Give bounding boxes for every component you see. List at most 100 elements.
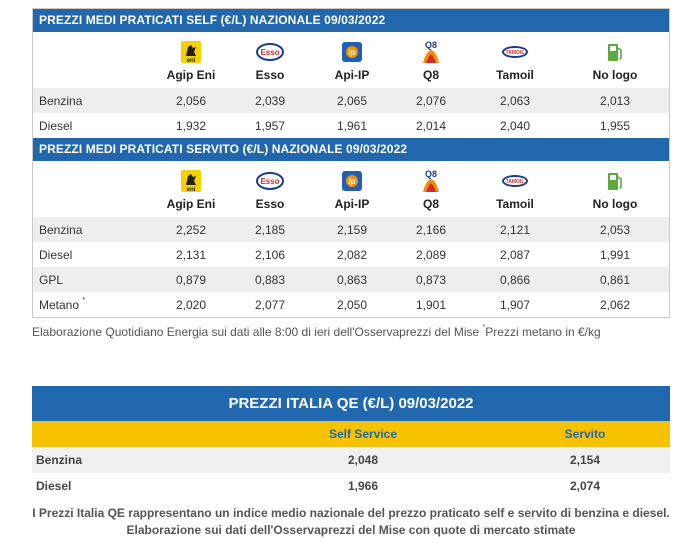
price-cell: 2,056 [175,93,207,108]
price-cell: 2,039 [254,93,286,108]
brand-label: Agip Eni [166,68,216,82]
price-cell: 2,087 [499,247,531,262]
price-cell: 2,063 [499,93,531,108]
svg-text:eni: eni [187,187,196,193]
table-row: Benzina 2,048 2,154 [32,447,670,473]
brand-label: Tamoil [496,197,534,211]
fuel-label-text: Metano [39,297,80,312]
table-row: Diesel 2,131 2,106 2,082 2,089 2,087 1,9… [33,242,669,267]
eni-logo-icon: eni [180,40,202,64]
price-cell: 1,901 [415,297,447,312]
price-cell: 1,961 [336,118,368,133]
price-cell: 0,863 [336,272,368,287]
fuel-label: Diesel [39,247,73,262]
price-cell: 0,879 [175,272,207,287]
footnote-text: Elaborazione Quotidiano Energia sui dati… [32,325,483,339]
ip-logo-icon: ip [341,40,363,64]
fuel-pump-icon [605,40,625,64]
footnote-tail: Prezzi metano in €/kg [485,325,601,339]
price-cell: 2,154 [569,453,601,467]
price-cell: 2,082 [336,247,368,262]
svg-text:ip: ip [348,48,355,57]
table-row: Diesel 1,966 2,074 [32,473,670,499]
servito-table-title: PREZZI MEDI PRATICATI SERVITO (€/L) NAZI… [33,138,669,161]
price-cell: 2,074 [569,479,601,493]
svg-text:Q8: Q8 [425,169,437,179]
servito-prices-table: PREZZI MEDI PRATICATI SERVITO (€/L) NAZI… [32,138,670,318]
q8-logo-icon: Q8 [420,40,442,64]
table-row: GPL 0,879 0,883 0,863 0,873 0,866 0,861 [33,267,669,292]
fuel-label: Metano * [33,296,153,312]
fuel-label: Benzina [36,453,83,467]
price-cell: 2,014 [415,118,447,133]
price-cell: 1,907 [499,297,531,312]
brand-esso: Esso Esso [229,161,311,217]
price-cell: 0,873 [415,272,447,287]
price-cell: 2,121 [499,222,531,237]
price-cell: 1,932 [175,118,207,133]
brand-label: Tamoil [496,68,534,82]
price-cell: 2,048 [347,453,379,467]
svg-text:ip: ip [348,177,355,186]
ip-logo-icon: ip [341,169,363,193]
self-table-title: PREZZI MEDI PRATICATI SELF (€/L) NAZIONA… [33,9,669,32]
esso-logo-icon: Esso [256,169,284,193]
brand-label: Q8 [422,197,439,211]
price-cell: 2,185 [254,222,286,237]
price-cell: 2,077 [254,297,286,312]
price-cell: 0,861 [599,272,631,287]
qe-note-line2: Elaborazione sui dati dell'Osservaprezzi… [126,523,576,537]
svg-text:Esso: Esso [260,48,279,57]
qe-note-line1: I Prezzi Italia QE rappresentano un indi… [32,506,670,520]
footnote-marker: * [82,296,86,304]
price-cell: 1,991 [599,247,631,262]
price-cell: 2,076 [415,93,447,108]
qe-table-title: PREZZI ITALIA QE (€/L) 09/03/2022 [32,386,670,421]
brand-q8: Q8 Q8 [393,161,469,217]
brand-label: Esso [255,197,285,211]
price-cell: 2,020 [175,297,207,312]
brand-header-row: eni Agip Eni Esso Esso ip Api-IP Q8 Q8 T… [33,161,669,217]
price-cell: 2,053 [599,222,631,237]
brand-api-ip: ip Api-IP [311,161,393,217]
price-cell: 1,957 [254,118,286,133]
price-cell: 2,050 [336,297,368,312]
price-cell: 2,106 [254,247,286,262]
source-footnote: Elaborazione Quotidiano Energia sui dati… [32,324,601,339]
tamoil-logo-icon: TAMOIL [501,40,529,64]
fuel-label: Benzina [39,93,83,108]
eni-logo-icon: eni [180,169,202,193]
fuel-label: Diesel [39,118,73,133]
price-cell: 2,252 [175,222,207,237]
brand-tamoil: TAMOIL Tamoil [469,161,561,217]
brand-label: No logo [592,197,638,211]
price-cell: 2,159 [336,222,368,237]
qe-column-header-row: Self Service Servito [32,421,670,447]
table-row: Benzina 2,056 2,039 2,065 2,076 2,063 2,… [33,88,669,113]
price-cell: 2,013 [599,93,631,108]
fuel-label: Diesel [36,479,72,493]
brand-api-ip: ip Api-IP [311,32,393,88]
brand-label: Agip Eni [166,197,216,211]
esso-logo-icon: Esso [256,40,284,64]
brand-no-logo: No logo [561,161,669,217]
svg-text:TAMOIL: TAMOIL [506,179,525,185]
tamoil-logo-icon: TAMOIL [501,169,529,193]
svg-text:Esso: Esso [260,177,279,186]
price-cell: 2,062 [599,297,631,312]
price-cell: 2,131 [175,247,207,262]
brand-agip-eni: eni Agip Eni [153,161,229,217]
svg-text:TAMOIL: TAMOIL [506,50,525,56]
qe-col-servito: Servito [564,427,606,441]
fuel-label: GPL [39,272,64,287]
brand-esso: Esso Esso [229,32,311,88]
brand-header-row: eni Agip Eni Esso Esso ip Api-IP Q8 Q8 T… [33,32,669,88]
price-cell: 0,883 [254,272,286,287]
footnote-marker: * [482,324,486,331]
price-cell: 1,955 [599,118,631,133]
brand-label: Api-IP [334,197,370,211]
fuel-label: Benzina [39,222,83,237]
brand-label: Api-IP [334,68,370,82]
price-cell: 1,966 [347,479,379,493]
price-cell: 2,065 [336,93,368,108]
